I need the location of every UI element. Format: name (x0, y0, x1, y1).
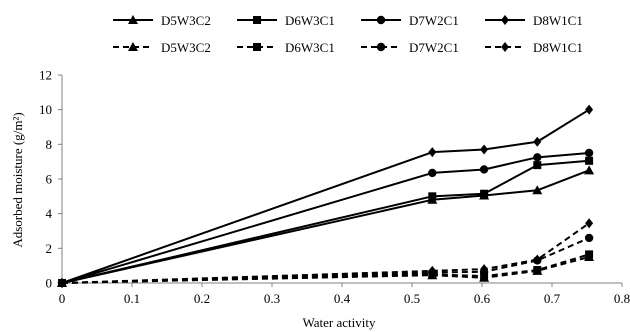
legend-item: D5W3C2 (113, 40, 211, 55)
legend-item: D5W3C2 (113, 13, 211, 28)
series-line (61, 108, 590, 284)
y-tick-label: 4 (46, 206, 53, 221)
data-point (428, 265, 437, 276)
data-point (533, 161, 542, 170)
y-tick-label: 8 (46, 137, 53, 152)
legend-marker (501, 42, 509, 52)
legend-item: D7W2C1 (361, 13, 459, 28)
data-point (480, 189, 489, 198)
data-point (428, 192, 437, 201)
x-tick-label: 0.4 (334, 291, 351, 306)
legend-label: D7W2C1 (409, 13, 459, 28)
data-point (533, 136, 542, 147)
legend-label: D5W3C2 (161, 40, 211, 55)
legend-marker (376, 15, 386, 25)
series-solid-d6w3c1 (58, 156, 594, 287)
legend-item: D6W3C1 (237, 40, 335, 55)
data-point (584, 233, 594, 243)
legend: D5W3C2 D6W3C1 D7W2C1 D8W1C1 D5W3C2 D6W3C1 D7W2… (113, 13, 583, 55)
data-point (480, 272, 489, 281)
x-tick-label: 0.6 (474, 291, 491, 306)
series-line (61, 169, 590, 284)
data-point (533, 266, 542, 274)
legend-label: D7W2C1 (409, 40, 459, 55)
data-point (428, 168, 437, 178)
series-solid-d5w3c2 (57, 165, 595, 287)
axes: 0 0.1 0.2 0.3 0.4 0.5 0.6 0.7 0.8 0 2 4 6 8 10 12 (39, 68, 630, 307)
x-tick-label: 0.8 (614, 291, 630, 306)
legend-marker (128, 42, 138, 51)
x-axis-label: Water activity (303, 315, 376, 330)
data-point (428, 147, 437, 158)
legend-item: D8W1C1 (485, 13, 583, 28)
data-point (584, 165, 595, 175)
data-point (585, 156, 594, 165)
y-tick-label: 6 (46, 172, 53, 187)
x-tick-label: 0.3 (264, 291, 280, 306)
data-point (533, 254, 542, 265)
y-tick-label: 2 (46, 241, 53, 256)
data-point (585, 218, 594, 229)
series-line (61, 159, 590, 284)
y-axis-label: Adsorbed moisture (g/m²) (10, 112, 25, 247)
y-tick-label: 0 (46, 276, 53, 291)
legend-item: D6W3C1 (237, 13, 335, 28)
series-line (61, 222, 590, 284)
legend-marker (253, 43, 261, 51)
data-point (479, 165, 489, 174)
x-tick-label: 0.1 (124, 291, 140, 306)
legend-label: D6W3C1 (285, 40, 335, 55)
legend-item: D7W2C1 (361, 40, 459, 55)
x-tick-label: 0.5 (404, 291, 420, 306)
legend-label: D6W3C1 (285, 13, 335, 28)
legend-label: D8W1C1 (533, 40, 583, 55)
data-point (480, 264, 489, 275)
data-point (585, 104, 594, 115)
legend-item: D8W1C1 (485, 40, 583, 55)
legend-marker (128, 15, 138, 24)
series-dashed-d8w1c1 (58, 218, 594, 288)
x-tick-label: 0.7 (544, 291, 561, 306)
data-point (532, 185, 543, 195)
y-tick-label: 12 (39, 68, 52, 83)
data-point (585, 250, 594, 259)
x-tick-label: 0.2 (194, 291, 210, 306)
series-line (61, 256, 590, 284)
data-point (533, 153, 542, 162)
legend-marker (376, 42, 386, 52)
legend-label: D8W1C1 (533, 13, 583, 28)
data-point (480, 144, 489, 155)
legend-marker (253, 16, 261, 24)
y-tick-label: 10 (39, 102, 52, 117)
legend-marker (501, 15, 509, 25)
legend-label: D5W3C2 (161, 13, 211, 28)
x-tick-label: 0 (59, 291, 66, 306)
data-point (584, 148, 594, 158)
series-layer (57, 104, 595, 288)
data-point (58, 278, 66, 288)
